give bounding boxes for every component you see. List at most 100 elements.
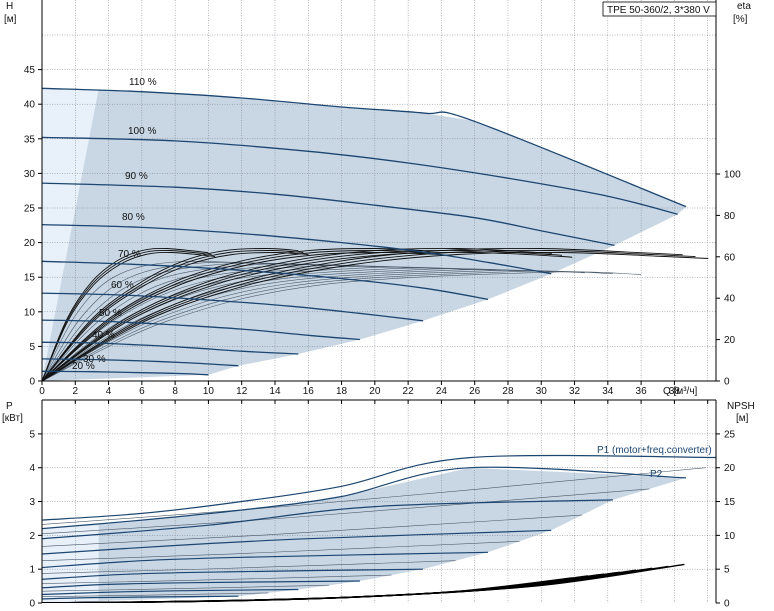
speed-label-60: 60 % (111, 280, 134, 291)
head-curve-30 (42, 358, 239, 367)
p1-curve (42, 454, 716, 521)
efficiency-contour-line (42, 268, 529, 381)
x-tick-label: 10 (203, 386, 215, 397)
power-contour-line (42, 584, 330, 592)
p2-curve (42, 466, 687, 530)
p-tick-label: 2 (29, 531, 35, 542)
power-range-area (42, 467, 687, 603)
head-efficiency-plot: 110 %100 %90 %80 %70 %60 %50 %40 %30 %20… (24, 0, 741, 397)
speed-label-20: 20 % (72, 361, 95, 372)
npsh-curve (42, 577, 573, 603)
power-contour-line (42, 541, 520, 561)
x-tick-label: 20 (369, 386, 381, 397)
power-npsh-plot: 0 1 2 3 4 5 0 5 10 15 20 25 (29, 399, 736, 610)
efficiency-curve-100 (42, 247, 683, 381)
power-contour-line (42, 514, 583, 547)
efficiency-contour-line (42, 265, 445, 381)
h-tick-label: 0 (29, 377, 35, 388)
npsh-axis-label-symbol: NPSH (727, 401, 755, 412)
chart-title: TPE 50-360/2, 3*380 V (607, 5, 710, 16)
x-tick-label: 28 (502, 386, 514, 397)
efficiency-contour-line (42, 271, 642, 381)
x-tick-label: 36 (636, 386, 648, 397)
speed-label-80: 80 % (122, 212, 145, 223)
p-axis-label-symbol: P (6, 401, 13, 412)
power-curve (42, 568, 424, 580)
eta-tick-label: 100 (724, 170, 741, 181)
x-tick-label: 8 (172, 386, 178, 397)
head-curve-80 (42, 223, 552, 275)
x-tick-label: 12 (236, 386, 248, 397)
speed-label-40: 40 % (92, 330, 115, 341)
h-tick-label: 5 (29, 342, 35, 353)
h-tick-label: 20 (24, 238, 36, 249)
y-right-label-symbol: eta (737, 1, 751, 12)
y-left-label-symbol: H (6, 1, 13, 12)
p-tick-label: 1 (29, 565, 35, 576)
power-curve (42, 588, 299, 596)
efficiency-curve-20 (42, 249, 212, 381)
h-tick-label: 45 (24, 65, 36, 76)
head-curve-40 (42, 341, 299, 355)
npsh-tick-label: 20 (724, 463, 736, 474)
eta-tick-label: 40 (724, 294, 736, 305)
speed-label-100: 100 % (128, 126, 156, 137)
efficiency-curve-20 (42, 247, 209, 381)
power-curve (42, 529, 552, 555)
efficiency-contour-line (42, 264, 388, 381)
p-tick-label: 0 (29, 599, 35, 610)
h-tick-label: 30 (24, 169, 36, 180)
efficiency-contour-line (42, 261, 276, 381)
speed-label-110: 110 % (129, 77, 157, 88)
head-curve-110 (42, 87, 687, 208)
p-tick-label: 3 (29, 497, 35, 508)
x-tick-label: 16 (303, 386, 315, 397)
power-contour-line (42, 574, 392, 584)
h-tick-label: 35 (24, 134, 36, 145)
head-curve-70 (42, 260, 489, 300)
npsh-tick-label: 0 (724, 599, 730, 610)
speed-label-70: 70 % (118, 249, 141, 260)
head-curve-20 (42, 370, 209, 376)
eta-tick-label: 80 (724, 211, 736, 222)
efficiency-curve-60 (42, 250, 431, 381)
npsh-tick-label: 15 (724, 497, 736, 508)
x-tick-label: 0 (39, 386, 45, 397)
efficiency-contour-line (42, 266, 473, 381)
efficiency-curve-100 (42, 251, 709, 381)
x-tick-label: 30 (536, 386, 548, 397)
npsh-tick-label: 10 (724, 531, 736, 542)
efficiency-contour-line (42, 270, 613, 381)
eta-tick-label: 60 (724, 252, 736, 263)
p1-series-label: P1 (motor+freq.converter) (597, 445, 712, 456)
x-tick-label: 34 (602, 386, 614, 397)
speed-label-50: 50 % (99, 308, 122, 319)
x-tick-label: 2 (73, 386, 79, 397)
efficiency-curve-80 (42, 249, 563, 381)
power-curve (42, 499, 613, 540)
power-contour-line (42, 592, 269, 597)
npsh-axis-label-unit: [м] (736, 413, 749, 424)
h-tick-label: 40 (24, 100, 36, 111)
power-contour-line (42, 560, 456, 574)
x-tick-label: 24 (436, 386, 448, 397)
npsh-tick-label: 25 (724, 429, 736, 440)
power-curve (42, 551, 489, 569)
p-tick-label: 5 (29, 429, 35, 440)
efficiency-contour-line (42, 262, 332, 381)
x-axis-label: Q [м³/ч] (663, 386, 698, 397)
efficiency-curve-60 (42, 252, 439, 381)
efficiency-curve-40 (42, 248, 299, 381)
x-tick-label: 14 (269, 386, 281, 397)
power-contour-line (42, 467, 707, 525)
power-contour-line (42, 488, 650, 534)
power-curve (42, 580, 360, 589)
x-tick-label: 26 (469, 386, 481, 397)
efficiency-curve-80 (42, 247, 552, 381)
x-tick-label: 4 (106, 386, 112, 397)
title-box (602, 1, 717, 17)
efficiency-curve-60 (42, 248, 424, 381)
p-axis-label-unit: [кВт] (2, 413, 23, 424)
npsh-tick-label: 5 (724, 565, 730, 576)
